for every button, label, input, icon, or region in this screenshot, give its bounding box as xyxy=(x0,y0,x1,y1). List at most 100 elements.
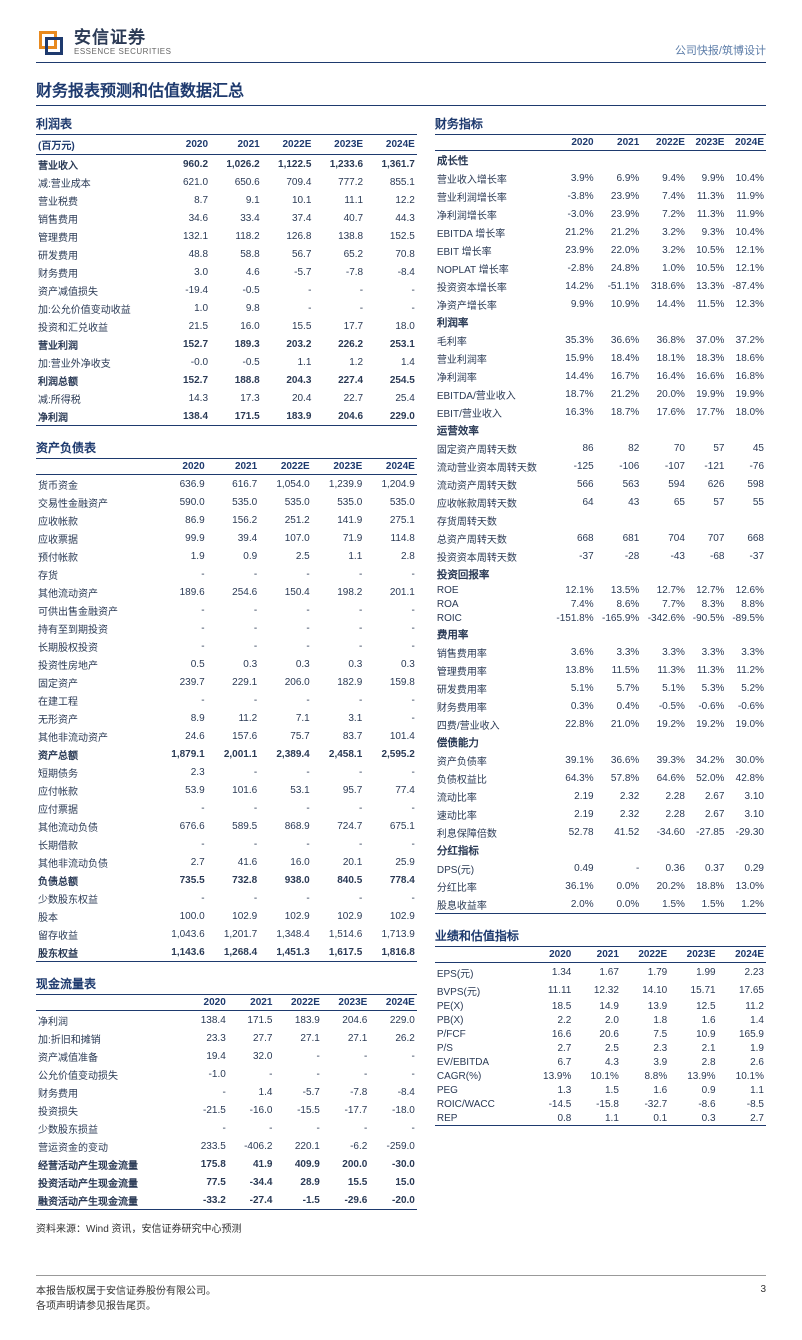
cell-value: 20.6 xyxy=(573,1027,621,1041)
row-label: 应付帐款 xyxy=(36,781,154,799)
cell-value: 2.0 xyxy=(573,1013,621,1027)
cell-value: -43 xyxy=(641,547,687,565)
cell-value: 65 xyxy=(641,493,687,511)
cell-value: 183.9 xyxy=(262,407,314,426)
cell-value: 37.4 xyxy=(262,209,314,227)
cell-value: -90.5% xyxy=(687,611,727,625)
cell-value: 12.6% xyxy=(726,583,766,597)
cell-value: 2.0% xyxy=(550,895,596,914)
cell-value: 19.9% xyxy=(726,385,766,403)
row-label: 分红比率 xyxy=(435,877,550,895)
row-label: 营业利润增长率 xyxy=(435,187,550,205)
cell-value: -37 xyxy=(550,547,596,565)
cell-value: 1.6 xyxy=(669,1013,717,1027)
cell-value: 3.6% xyxy=(550,643,596,661)
cell-value: 2.23 xyxy=(718,963,766,982)
row-label: 预付帐款 xyxy=(36,547,154,565)
logo: 安信证券 ESSENCE SECURITIES xyxy=(36,28,171,58)
cell-value: 126.8 xyxy=(262,227,314,245)
cell-value: 102.9 xyxy=(364,907,417,925)
cell-value xyxy=(726,511,766,529)
cell-value: 21.2% xyxy=(596,385,642,403)
cell-value: 82 xyxy=(596,439,642,457)
col-year: 2020 xyxy=(526,947,574,963)
cell-value: 0.1 xyxy=(621,1111,669,1126)
cell-value: - xyxy=(154,889,207,907)
cell-value: 675.1 xyxy=(364,817,417,835)
cell-value: 2,001.1 xyxy=(207,745,260,763)
cell-value: 11.2 xyxy=(207,709,260,727)
cell-value: -8.4 xyxy=(369,1083,417,1101)
cell-value: 22.7 xyxy=(313,389,365,407)
cell-value: 2.5 xyxy=(259,547,312,565)
cell-value: 17.6% xyxy=(641,403,687,421)
cell-value: 118.2 xyxy=(210,227,262,245)
cell-value: 0.3 xyxy=(259,655,312,673)
cell-value: 18.8% xyxy=(687,877,727,895)
cell-value: 12.32 xyxy=(573,981,621,999)
cell-value: 1.6 xyxy=(621,1083,669,1097)
cell-value: 13.5% xyxy=(596,583,642,597)
row-label: 利息保障倍数 xyxy=(435,823,550,841)
cell-value: 1.1 xyxy=(718,1083,766,1097)
cell-value: - xyxy=(154,799,207,817)
cell-value: -165.9% xyxy=(596,611,642,625)
cell-value: 23.9% xyxy=(596,205,642,223)
cell-value: 535.0 xyxy=(259,493,312,511)
cell-value: 37.0% xyxy=(687,331,727,349)
col-year: 2022E xyxy=(259,459,312,475)
cell-value: 5.1% xyxy=(641,679,687,697)
cell-value: -87.4% xyxy=(726,277,766,295)
cell-value: 165.9 xyxy=(718,1027,766,1041)
cell-value: 14.4% xyxy=(641,295,687,313)
cell-value: -33.2 xyxy=(186,1191,228,1210)
balance-title: 资产负债表 xyxy=(36,436,417,459)
cell-value: 23.9% xyxy=(550,241,596,259)
row-label: 净利润率 xyxy=(435,367,550,385)
cell-value: 229.1 xyxy=(207,673,260,691)
cell-value: 44.3 xyxy=(365,209,417,227)
cell-value: 1.5 xyxy=(573,1083,621,1097)
row-label: 净利润 xyxy=(36,407,170,426)
cell-value: 100.0 xyxy=(154,907,207,925)
cell-value: 12.7% xyxy=(641,583,687,597)
cell-value: 2.7 xyxy=(526,1041,574,1055)
cell-value: 2,595.2 xyxy=(364,745,417,763)
col-label xyxy=(435,135,550,151)
col-label xyxy=(36,459,154,475)
cell-value: - xyxy=(154,601,207,619)
cell-value: 13.9 xyxy=(621,999,669,1013)
cell-value: 0.3% xyxy=(550,697,596,715)
cell-value: 7.4% xyxy=(641,187,687,205)
cell-value: - xyxy=(364,763,417,781)
row-label: 流动营业资本周转天数 xyxy=(435,457,550,475)
cell-value: -125 xyxy=(550,457,596,475)
cell-value: 55 xyxy=(726,493,766,511)
metric-group-header: 运营效率 xyxy=(435,421,766,439)
cell-value: 132.1 xyxy=(170,227,210,245)
cell-value: 83.7 xyxy=(312,727,365,745)
row-label: 存货 xyxy=(36,565,154,583)
row-label: PEG xyxy=(435,1083,526,1097)
row-label: 融资活动产生现金流量 xyxy=(36,1191,186,1210)
cell-value: 16.6% xyxy=(687,367,727,385)
cell-value: -259.0 xyxy=(369,1137,417,1155)
cell-value: 14.4% xyxy=(550,367,596,385)
cell-value: 15.9% xyxy=(550,349,596,367)
row-label: 营业税费 xyxy=(36,191,170,209)
row-label: 投资性房地产 xyxy=(36,655,154,673)
cell-value: 0.9 xyxy=(669,1083,717,1097)
cell-value: 0.36 xyxy=(641,859,687,877)
cell-value: 8.8% xyxy=(726,597,766,611)
col-year: 2021 xyxy=(207,459,260,475)
cell-value: 20.2% xyxy=(641,877,687,895)
cell-value: 535.0 xyxy=(364,493,417,511)
cell-value: -5.7 xyxy=(274,1083,321,1101)
cell-value: -342.6% xyxy=(641,611,687,625)
row-label: 固定资产周转天数 xyxy=(435,439,550,457)
cell-value: 39.3% xyxy=(641,751,687,769)
cell-value: 227.4 xyxy=(313,371,365,389)
row-label: 营运资金的变动 xyxy=(36,1137,186,1155)
cell-value: 40.7 xyxy=(313,209,365,227)
cell-value: 938.0 xyxy=(259,871,312,889)
